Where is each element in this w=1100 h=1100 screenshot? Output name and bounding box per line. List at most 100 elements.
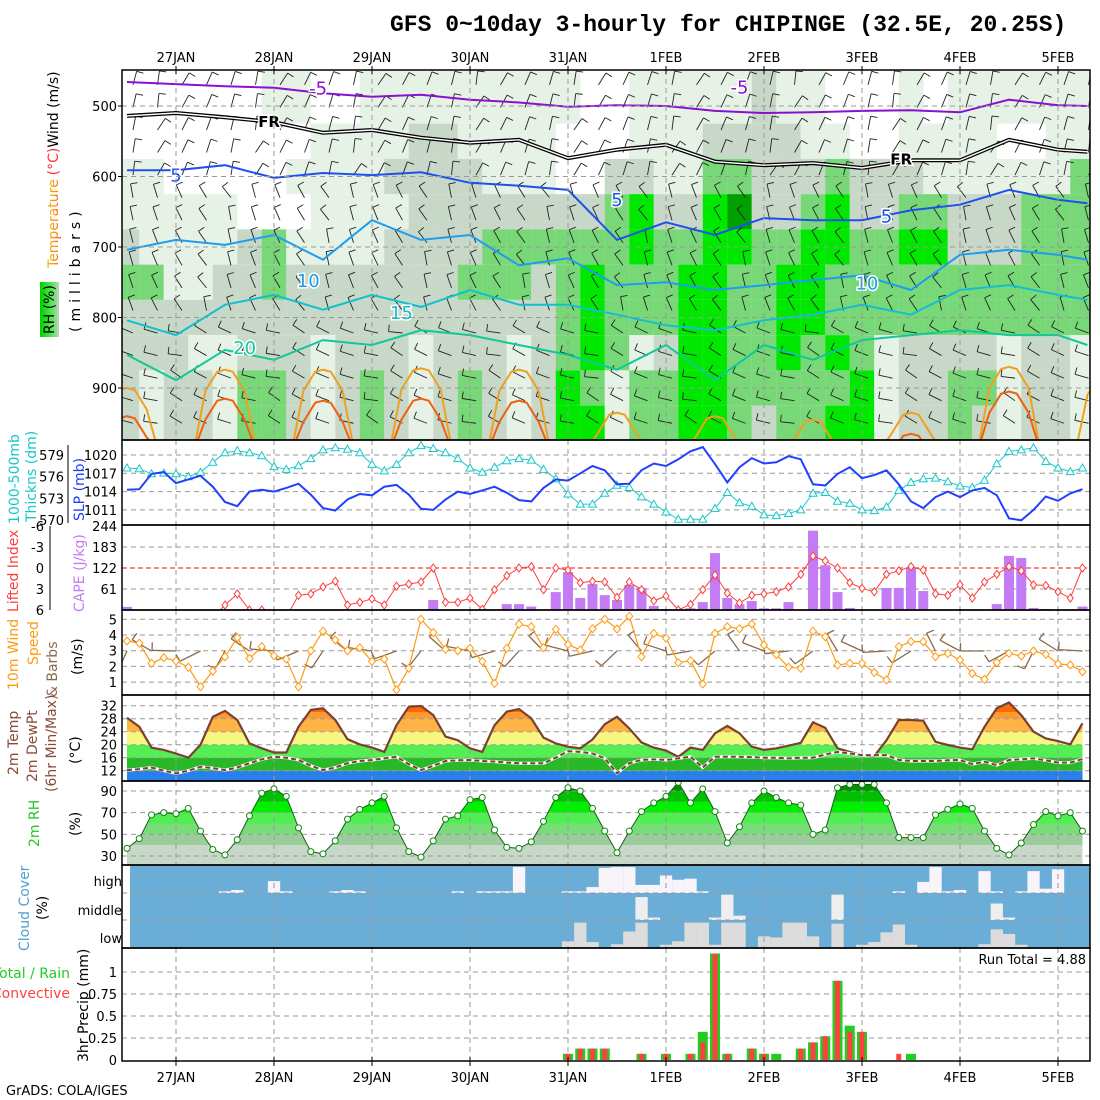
upper-wind-barb-flag (1085, 182, 1090, 185)
upper-wind-barb (226, 274, 232, 289)
upper-wind-barb-flag (658, 367, 661, 375)
rh-cell (702, 405, 728, 440)
upper-wind-barb (886, 252, 893, 266)
upper-wind-barb-flag (614, 249, 621, 255)
upper-wind-barb-flag (905, 364, 910, 371)
wind-speed-point (1078, 666, 1087, 677)
upper-wind-barb (1075, 350, 1089, 356)
rh-color-key (40, 282, 59, 337)
upper-wind-barb (1075, 327, 1089, 334)
upper-wind-barb-flag (766, 204, 774, 208)
upper-wind-barb-flag (620, 295, 628, 298)
wind-speed-point (135, 638, 144, 649)
li-tick-label: 6 (36, 604, 44, 619)
isotherm-label: -5 (309, 79, 327, 100)
li-point (1054, 586, 1062, 597)
upper-wind-barb-flag (848, 71, 856, 75)
upper-wind-barb (1063, 161, 1068, 176)
wind-speed-point (808, 626, 818, 636)
upper-wind-barb-flag (811, 249, 818, 254)
upper-wind-barb-flag (807, 341, 812, 348)
upper-wind-barb (266, 352, 281, 357)
upper-wind-barb (325, 251, 330, 266)
thickness-point (1016, 444, 1027, 454)
wind-speed-point (245, 653, 254, 664)
upper-wind-barb (644, 228, 648, 243)
cape-bar (832, 592, 843, 610)
upper-wind-barb-flag (203, 294, 211, 298)
temp-tick-label: 20 (100, 739, 117, 754)
upper-wind-barb (157, 118, 166, 131)
cloud-high-label: high (94, 875, 122, 890)
wind-barb (504, 650, 520, 667)
upper-wind-barb (638, 209, 648, 221)
upper-wind-barb-flag (584, 346, 587, 354)
upper-wind-barb-flag (546, 204, 554, 207)
upper-wind-barb-flag (371, 271, 378, 276)
wind-barb-flag (727, 629, 735, 635)
upper-wind-barb-flag (893, 93, 901, 95)
upper-wind-barb-flag (911, 181, 918, 186)
upper-wind-barb (961, 274, 967, 289)
rh-cell (531, 194, 556, 230)
date-label-bottom: 3FEB (846, 1071, 879, 1086)
upper-wind-barb (447, 206, 452, 221)
upper-wind-barb (843, 138, 848, 153)
upper-wind-barb-flag (470, 249, 477, 253)
upper-wind-barb-flag (129, 227, 137, 230)
total-rain-label: Total / Rain (0, 966, 70, 982)
rh-point (711, 808, 719, 816)
upper-wind-barb-flag (326, 227, 334, 230)
precip-convective-bar (712, 953, 718, 1060)
upper-wind-barb (905, 392, 918, 402)
upper-wind-barb (712, 299, 722, 311)
upper-wind-barb-flag (976, 321, 980, 329)
upper-wind-barb-flag (227, 272, 234, 275)
li-point (772, 586, 780, 597)
upper-wind-barb (1050, 395, 1065, 402)
upper-wind-barb-flag (748, 138, 756, 142)
upper-wind-barb-flag (934, 181, 941, 187)
rh-point (919, 834, 927, 842)
convective-label: Convective (0, 986, 70, 1002)
cloud-bar-middle (831, 894, 844, 920)
rh-point (834, 784, 841, 792)
upper-wind-barb-flag (1050, 343, 1055, 350)
wind-barb (230, 638, 250, 652)
rh-cell (1021, 264, 1046, 300)
li-point (552, 563, 560, 573)
cape-bar (771, 608, 782, 610)
upper-wind-barb-flag (643, 272, 651, 275)
rh-cell (212, 194, 238, 230)
thickness-point (648, 499, 659, 508)
upper-wind-barb (1050, 418, 1065, 424)
rh-cell (629, 194, 654, 230)
upper-wind-barb-flag (507, 72, 514, 77)
cape-tick-label: 122 (92, 562, 117, 577)
temp-tick-label: 32 (100, 700, 117, 715)
upper-wind-barb-flag (928, 342, 934, 349)
li-point (699, 584, 707, 595)
upper-wind-barb-flag (438, 321, 442, 328)
upper-wind-barb-flag (581, 140, 588, 145)
upper-wind-barb-flag (453, 115, 461, 118)
thickness-point (1053, 462, 1063, 472)
upper-wind-barb-flag (408, 116, 415, 121)
upper-wind-barb (150, 297, 158, 311)
upper-wind-barb-flag (130, 182, 138, 185)
upper-wind-barb-flag (657, 390, 661, 398)
upper-wind-barb (418, 231, 428, 244)
precip-convective-bar (847, 1031, 853, 1060)
li-point (637, 584, 646, 595)
upper-wind-barb (402, 72, 410, 86)
upper-wind-barb-flag (395, 204, 403, 209)
precip-tick-label: 0.25 (88, 1032, 117, 1047)
rh-point (932, 811, 939, 819)
upper-wind-barb-flag (297, 181, 305, 186)
upper-wind-barb (696, 162, 704, 176)
upper-wind-barb-flag (339, 390, 343, 398)
wind-barb (697, 650, 716, 666)
upper-wind-barb (536, 395, 550, 402)
li-point (343, 600, 352, 610)
upper-wind-barb-flag (713, 226, 720, 232)
